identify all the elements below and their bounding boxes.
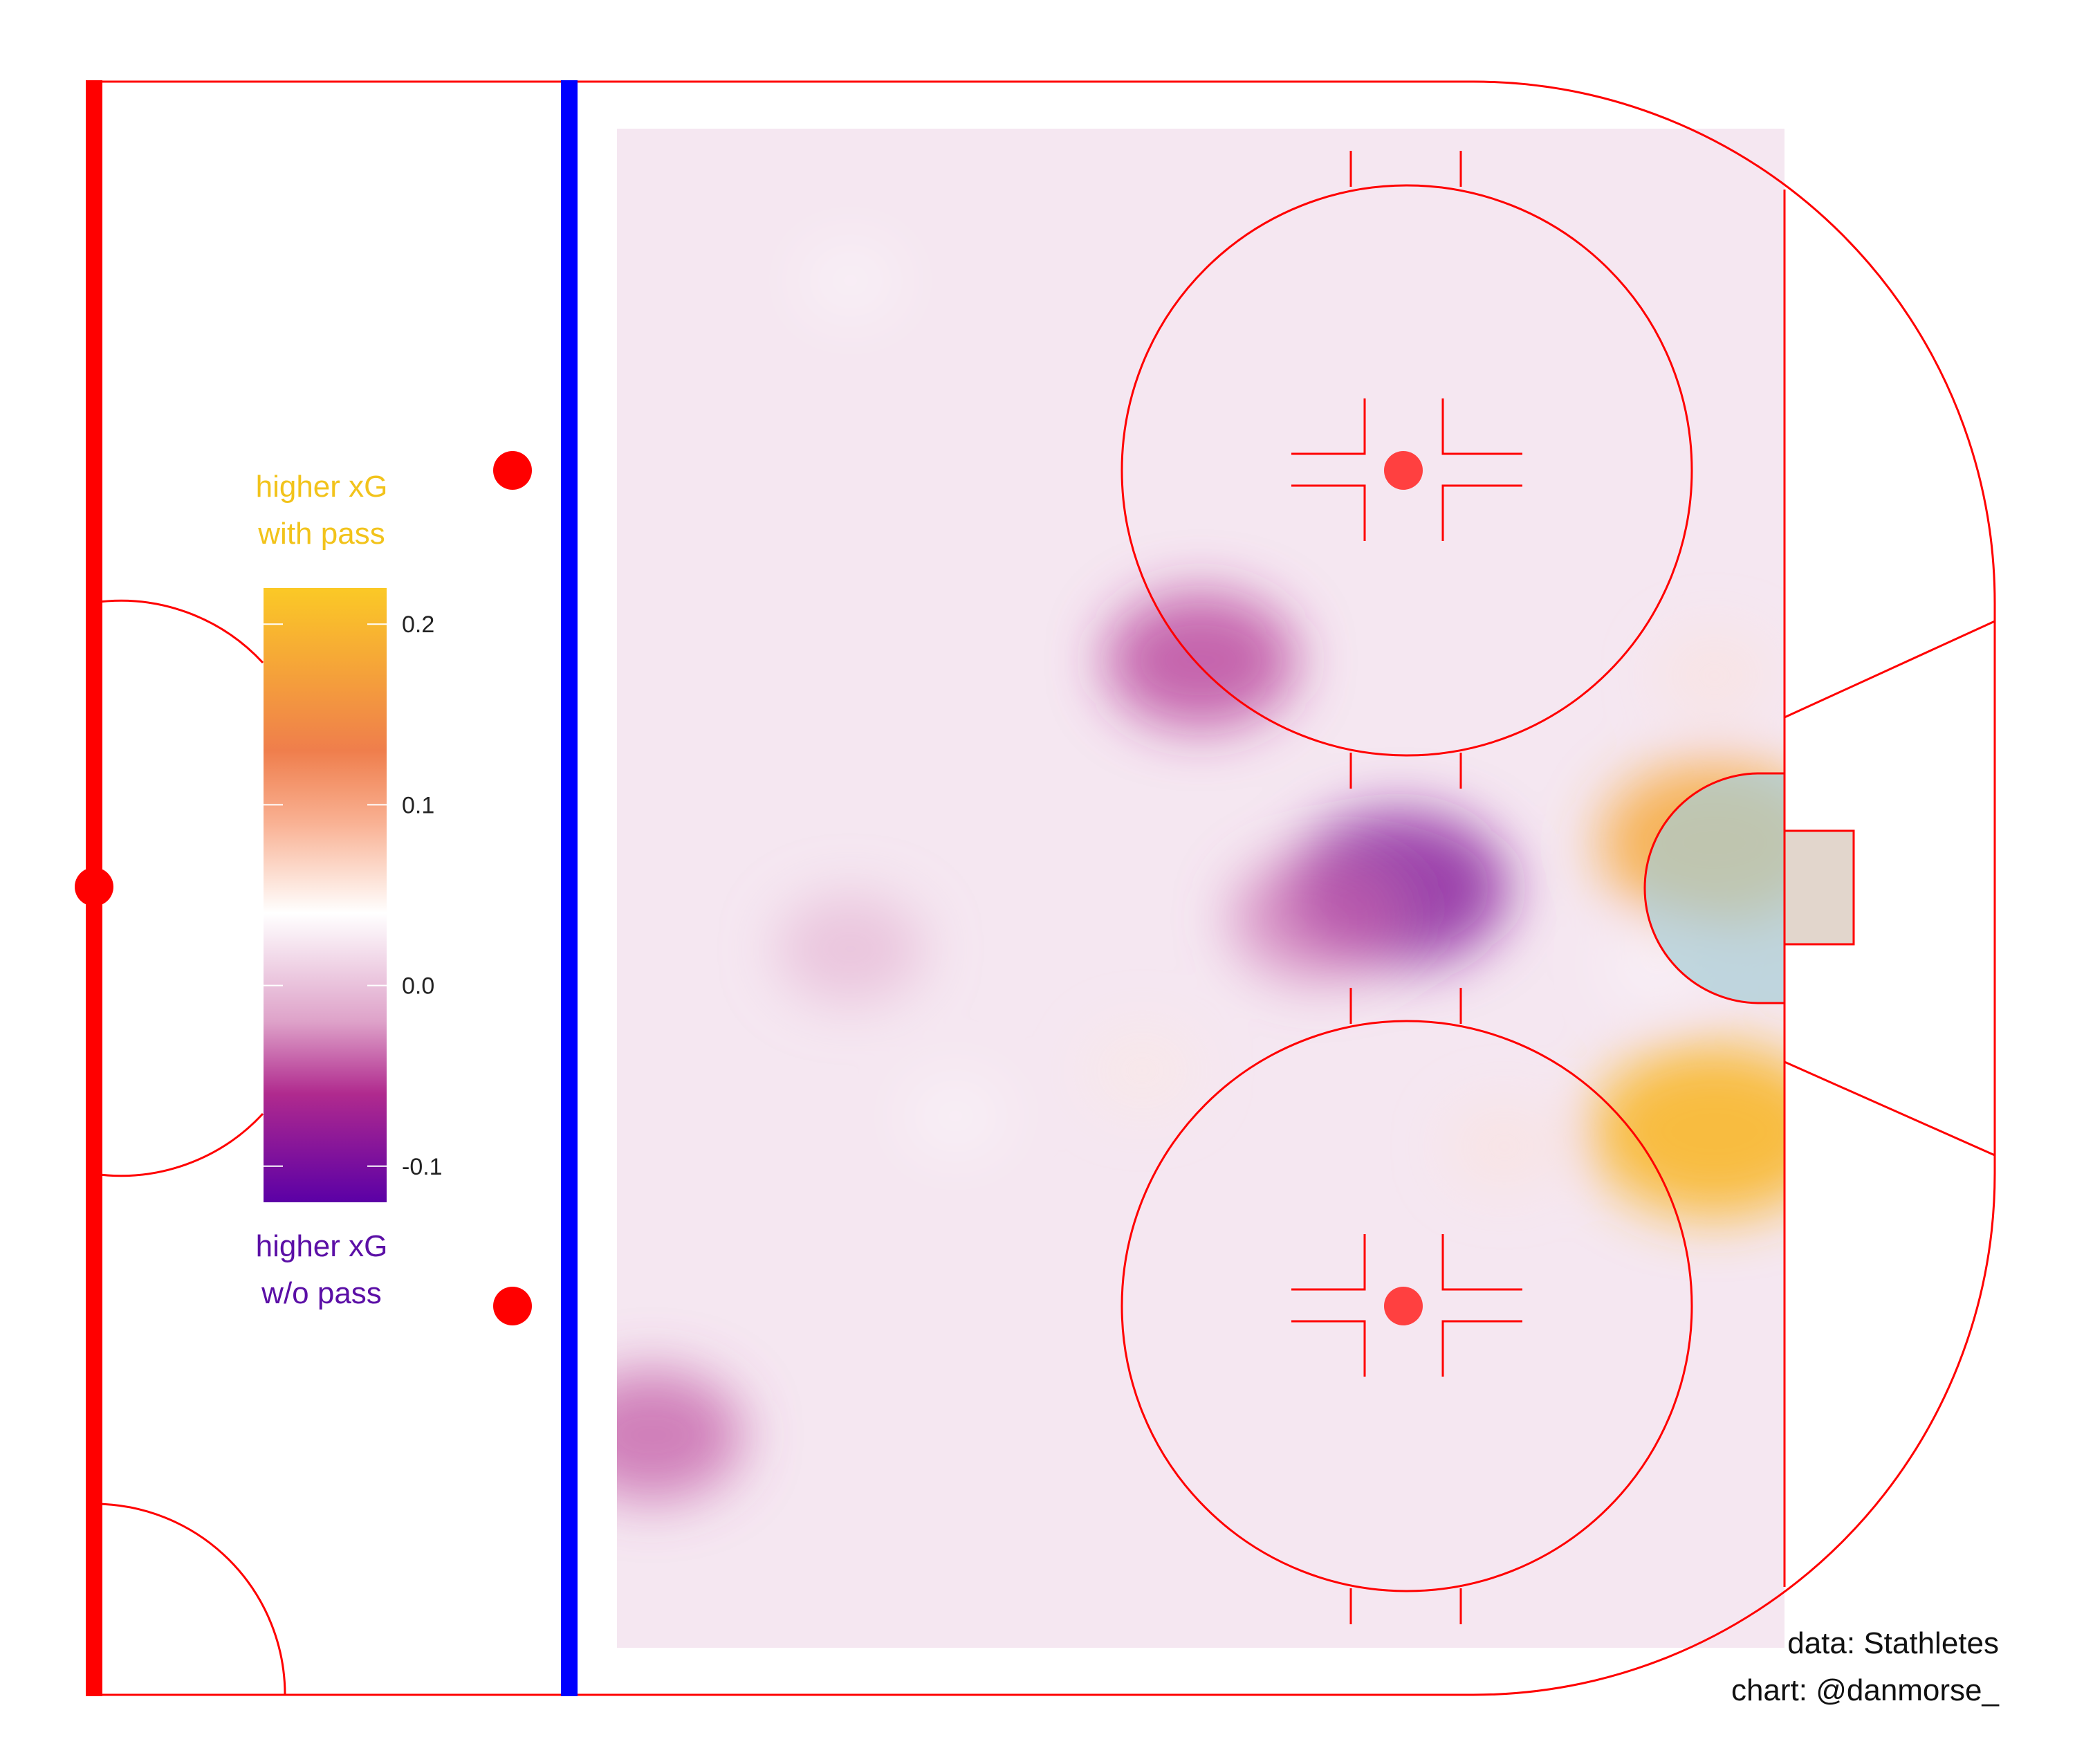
heatmap-hotspot [1105,591,1297,729]
credit-chart: chart: @danmorse_ [1731,1673,2000,1707]
faceoff-circle-top [1120,151,1693,789]
blue-line [561,80,578,1696]
credit-data: data: Stathletes [1787,1626,1999,1660]
goal-crease [1643,772,1786,1004]
heatmap-hotspot [1087,1027,1198,1114]
legend-low-line1: higher xG [256,1229,388,1263]
neutral-circle-bottom [93,1112,264,1177]
faceoff-circle-bottom [1120,988,1693,1624]
heatmap-base [617,129,1784,1648]
colorbar-tick-label: 0.1 [402,792,434,818]
heatmap-hotspot [907,1078,1004,1155]
neutral-dot-bottom [493,1287,532,1325]
neutral-dot-top [493,451,532,490]
trapezoid-bottom [1784,1060,1995,1157]
legend-high-line2: with pass [257,517,385,551]
heatmap-hotspot [1656,631,1773,720]
trapezoid-top [1784,620,1995,719]
faceoff-dot-top [1384,451,1423,490]
referee-crease [93,1503,286,1696]
legend-high-line1: higher xG [256,470,388,504]
colorbar [264,588,387,1202]
heatmap-hotspot [802,242,899,319]
colorbar-tick-label: -0.1 [402,1154,443,1180]
colorbar-tick-label: 0.2 [402,612,434,638]
heatmap-hotspot [617,1370,744,1500]
center-faceoff-dot [75,867,113,906]
legend-low-line2: w/o pass [261,1276,382,1310]
colorbar-ticks: -0.1 0.0 0.1 0.2 [264,612,443,1180]
heatmap-hotspot [1230,856,1404,981]
colorbar-legend: higher xG with pass -0.1 0.0 0.1 0.2 higher… [256,470,443,1310]
heatmap-hotspot [1589,1045,1784,1218]
heatmap-hotspot [775,894,925,1004]
faceoff-dot-bottom [1384,1287,1423,1325]
neutral-circle-top [93,599,264,664]
goal-net [1783,829,1855,946]
heatmap-hotspot [1446,1102,1562,1191]
colorbar-tick-label: 0.0 [402,973,434,1000]
rink-boards [94,80,1996,1696]
